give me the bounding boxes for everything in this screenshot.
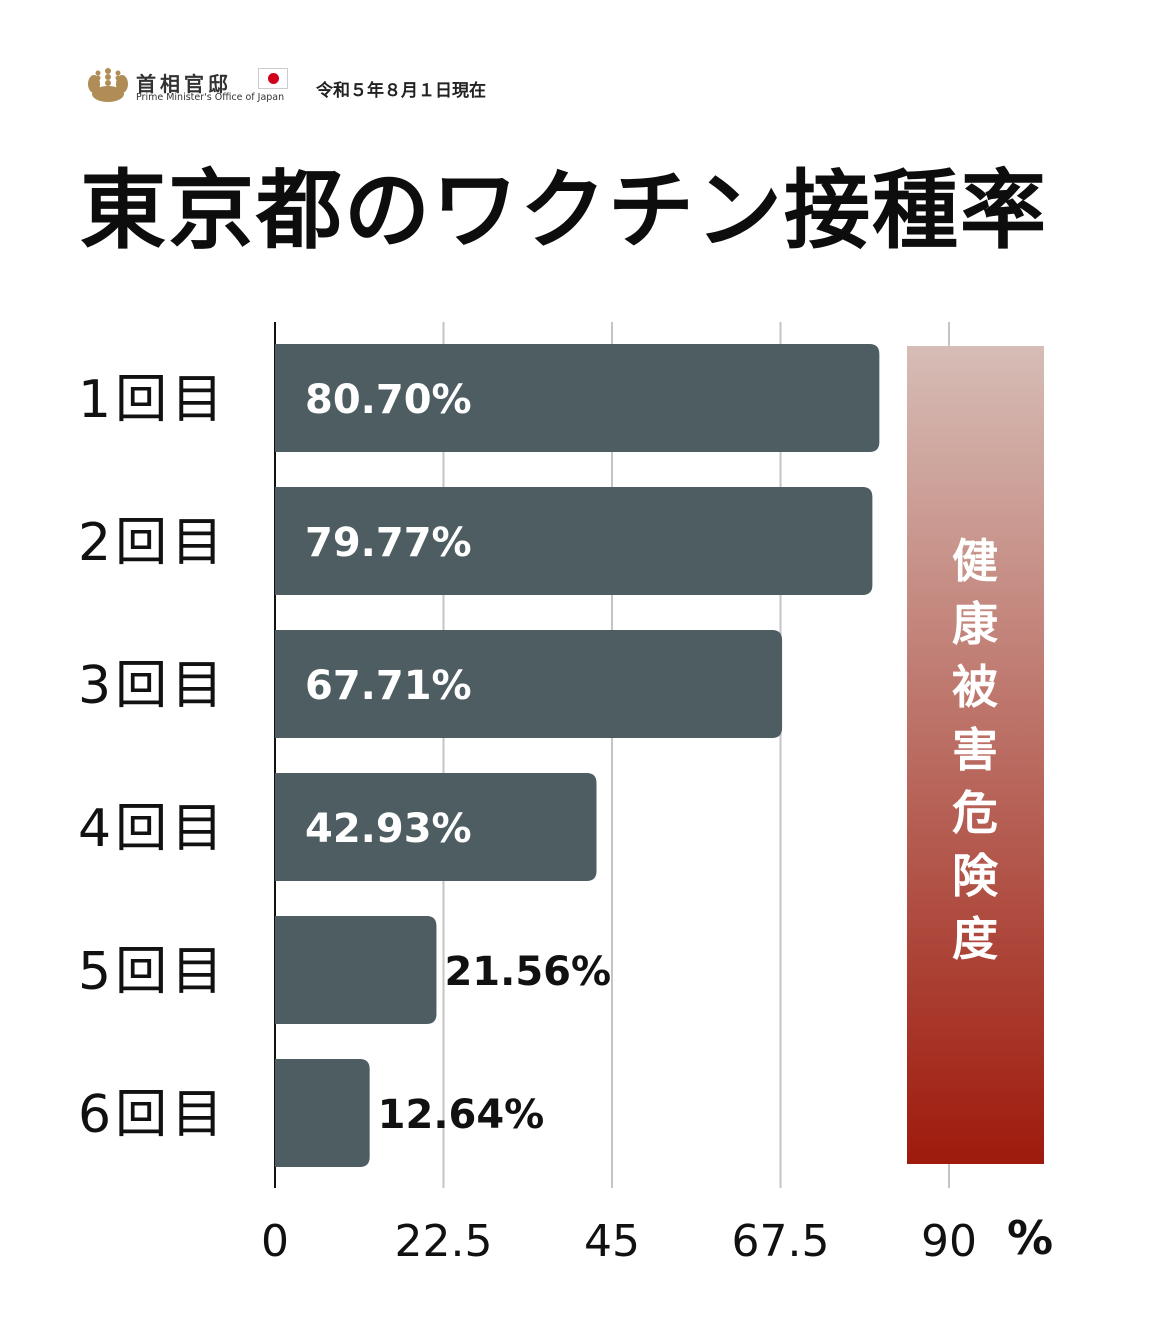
risk-label-char: 度 <box>952 912 998 966</box>
value-label: 42.93% <box>305 806 472 852</box>
page-title: 東京都のワクチン接種率 <box>80 161 1048 261</box>
risk-label-char: 康 <box>952 597 998 651</box>
bar <box>275 773 597 881</box>
bar <box>275 916 437 1024</box>
risk-label-char: 健 <box>952 534 998 588</box>
value-label: 80.70% <box>305 377 472 423</box>
risk-label-char: 被 <box>952 660 998 714</box>
bar <box>275 1059 370 1167</box>
risk-gradient-bar <box>907 346 1044 1164</box>
value-label: 12.64% <box>378 1092 545 1138</box>
category-label: 6回目 <box>78 1085 227 1145</box>
x-tick-label: 67.5 <box>732 1216 830 1267</box>
as-of-date: 令和５年８月１日現在 <box>316 81 486 101</box>
logo-name: 首相官邸 <box>136 72 232 96</box>
category-label: 4回目 <box>78 799 227 859</box>
prime-minister-office-logo: 首相官邸 Prime Minister's Office of Japan <box>86 66 296 106</box>
logo-subtitle: Prime Minister's Office of Japan <box>136 92 285 103</box>
x-tick-label: 90 <box>921 1216 977 1267</box>
x-unit-label: % <box>1007 1211 1053 1265</box>
category-label: 5回目 <box>78 942 227 1002</box>
paulownia-emblem-icon <box>88 68 128 102</box>
risk-label-char: 害 <box>952 723 998 777</box>
japan-flag-icon <box>258 68 288 89</box>
category-label: 1回目 <box>78 370 227 430</box>
x-tick-label: 0 <box>261 1216 289 1267</box>
bar <box>275 630 783 738</box>
bar <box>275 344 880 452</box>
value-label: 67.71% <box>305 663 472 709</box>
category-label: 2回目 <box>78 513 227 573</box>
value-label: 79.77% <box>305 520 472 566</box>
bar <box>275 487 873 595</box>
risk-label-char: 危 <box>952 786 998 840</box>
risk-label: 健康被害危険度 <box>905 530 1045 971</box>
x-tick-label: 22.5 <box>395 1216 493 1267</box>
risk-label-char: 険 <box>952 849 998 903</box>
x-tick-label: 45 <box>584 1216 640 1267</box>
category-label: 3回目 <box>78 656 227 716</box>
value-label: 21.56% <box>444 949 611 995</box>
